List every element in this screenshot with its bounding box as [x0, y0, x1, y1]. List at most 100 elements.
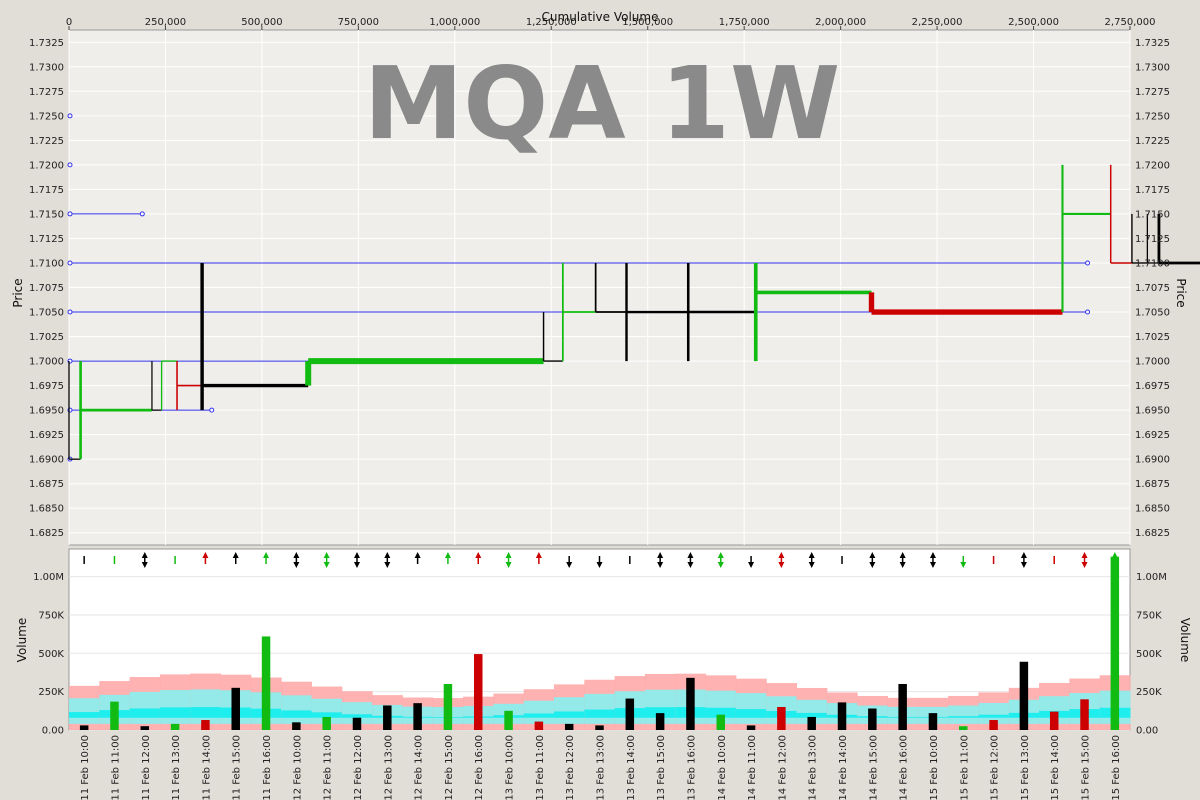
y-tick-label-right: 1.7125: [1135, 234, 1170, 245]
volume-bar: [79, 725, 89, 730]
y-tick-label-right: 1.7150: [1135, 209, 1170, 220]
volume-tick-label-right: 500K: [1136, 649, 1162, 660]
down-arrow-icon: [141, 562, 148, 568]
level-marker: [67, 162, 73, 168]
volume-bar: [473, 654, 483, 730]
volume-band: [190, 689, 222, 724]
down-arrow-icon: [293, 562, 300, 568]
down-arrow-icon: [384, 562, 391, 568]
y-tick-label-right: 1.7325: [1135, 38, 1170, 49]
volume-tick-label-right: 750K: [1136, 610, 1162, 621]
volume-bar: [746, 725, 756, 730]
category-label: 15 Feb 12:00: [990, 735, 1001, 800]
volume-tick-label: 500K: [38, 649, 64, 660]
y-tick-label: 1.7250: [29, 111, 64, 122]
volume-tick-label-right: 250K: [1136, 687, 1162, 698]
up-arrow-icon: [475, 552, 482, 558]
category-label: 14 Feb 15:00: [868, 735, 879, 800]
volume-bar: [807, 716, 816, 730]
down-arrow-icon: [717, 562, 724, 568]
y-tick-label: 1.6850: [29, 504, 64, 515]
volume-band: [129, 708, 161, 718]
category-label: 14 Feb 16:00: [899, 735, 910, 800]
volume-band: [190, 707, 222, 718]
volume-band: [281, 710, 313, 718]
volume-bar: [383, 705, 392, 730]
category-label: 11 Feb 15:00: [232, 735, 243, 800]
y-tick-label-right: 1.6925: [1135, 430, 1170, 441]
up-arrow-icon: [202, 552, 209, 558]
x-tick-label: 1,250,000: [526, 17, 577, 28]
x-tick-label: 2,500,000: [1008, 17, 1059, 28]
category-label: 14 Feb 10:00: [717, 735, 728, 800]
y-tick-label: 1.7075: [29, 283, 64, 294]
category-label: 13 Feb 16:00: [686, 735, 697, 800]
volume-band: [311, 712, 343, 718]
level-marker: [139, 211, 145, 217]
down-arrow-icon: [566, 562, 573, 568]
down-arrow-icon: [687, 562, 694, 568]
volume-bar: [959, 726, 968, 730]
level-marker: [67, 260, 73, 266]
category-label: 12 Feb 11:00: [323, 735, 334, 800]
level-marker: [67, 113, 73, 119]
y-tick-label-right: 1.7300: [1135, 62, 1170, 73]
volume-band: [341, 714, 373, 718]
volume-bar: [534, 721, 544, 730]
down-arrow-icon: [353, 562, 360, 568]
level-marker: [1085, 260, 1091, 266]
y-tick-label-right: 1.7275: [1135, 87, 1170, 98]
volume-band: [948, 716, 979, 718]
y-tick-label-right: 1.7050: [1135, 308, 1170, 319]
volume-band: [159, 690, 191, 724]
volume-band: [584, 709, 616, 718]
up-arrow-icon: [535, 552, 542, 558]
down-arrow-icon: [1111, 562, 1118, 568]
y-tick-label-right: 1.7175: [1135, 185, 1170, 196]
up-arrow-icon: [414, 552, 421, 558]
up-arrow-icon: [657, 552, 664, 558]
x-axis-title: Cumulative Volume: [542, 10, 659, 24]
volume-tick-label: 0.00: [42, 726, 64, 737]
volume-tick-label: 1.00M: [33, 572, 64, 583]
x-tick-label: 2,750,000: [1105, 17, 1156, 28]
volume-bar: [655, 713, 665, 730]
y-axis-ticks: 1.6825 1.6825 1.6850 1.6850 1.6875 1.6875 1.69…: [29, 38, 1170, 539]
y-tick-label: 1.7025: [29, 332, 64, 343]
volume-axis-ticks: 0.00 0.00 250K 250K 500K 500K 750K 750K 1.00M 1.0…: [33, 572, 1167, 736]
signal-arrows: [83, 552, 1118, 568]
y-tick-label: 1.6825: [29, 528, 64, 539]
category-label: 14 Feb 12:00: [777, 735, 788, 800]
y-tick-label-right: 1.6875: [1135, 479, 1170, 490]
volume-band: [978, 714, 1010, 718]
category-label: 13 Feb 11:00: [535, 735, 546, 800]
x-tick-label: 2,250,000: [912, 17, 963, 28]
up-arrow-icon: [869, 552, 876, 558]
up-arrow-icon: [687, 552, 694, 558]
volume-band: [281, 695, 313, 724]
category-label: 15 Feb 16:00: [1111, 735, 1122, 800]
category-label: 11 Feb 11:00: [110, 735, 121, 800]
volume-bar: [1110, 556, 1120, 730]
volume-axis-title-right: Volume: [1178, 618, 1192, 663]
y-tick-label: 1.6900: [29, 455, 64, 466]
category-label: 11 Feb 16:00: [262, 735, 273, 800]
x-tick-label: 1,500,000: [622, 17, 673, 28]
y-tick-label: 1.6975: [29, 381, 64, 392]
category-label: 13 Feb 13:00: [596, 735, 607, 800]
category-label: 13 Feb 10:00: [505, 735, 516, 800]
y-tick-label: 1.7225: [29, 136, 64, 147]
x-tick-label: 1,000,000: [429, 17, 480, 28]
volume-axis-title-left: Volume: [15, 618, 29, 663]
volume-band: [948, 705, 979, 724]
category-label: 11 Feb 14:00: [201, 735, 212, 800]
up-arrow-icon: [293, 552, 300, 558]
y-tick-label-right: 1.6950: [1135, 406, 1170, 417]
volume-bar: [1019, 661, 1029, 730]
category-label: 15 Feb 14:00: [1050, 735, 1061, 800]
y-tick-label: 1.7325: [29, 38, 64, 49]
down-arrow-icon: [596, 562, 603, 568]
y-tick-label: 1.7200: [29, 160, 64, 171]
y-tick-label-right: 1.7225: [1135, 136, 1170, 147]
volume-band: [554, 697, 585, 724]
